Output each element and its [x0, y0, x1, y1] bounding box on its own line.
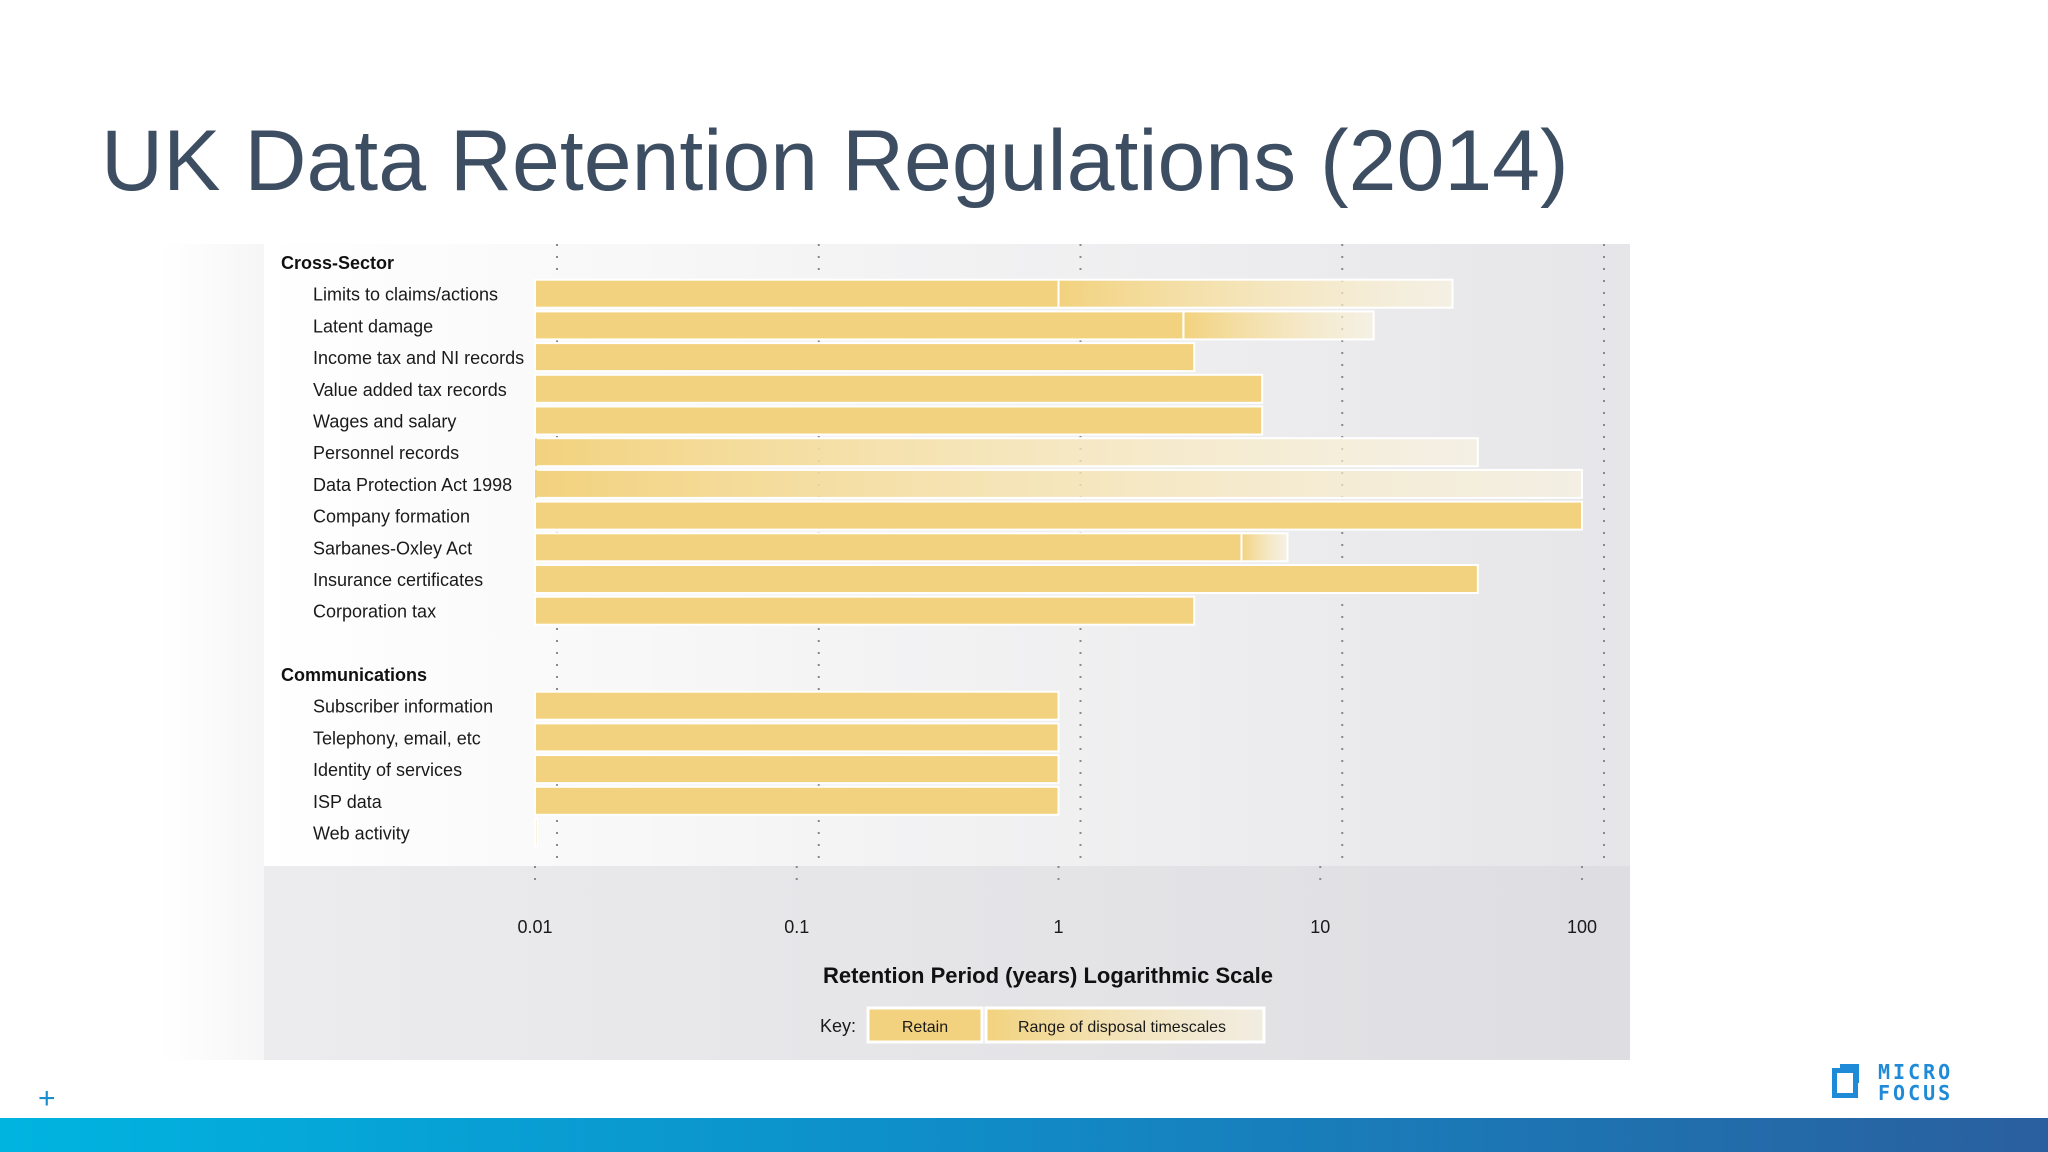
category-label: Data Protection Act 1998 [313, 475, 512, 495]
category-label: Value added tax records [313, 380, 507, 400]
axis-layer: 0.01 0.1 1 10 100 Retention Period (years) Lo… [517, 917, 1597, 988]
legend-swatch-range [984, 1006, 1266, 1044]
category-label: Telephony, email, etc [313, 728, 481, 748]
group-title: Cross-Sector [281, 253, 394, 273]
label-layer: Cross-Sector Limits to claims/actions Late… [281, 253, 524, 844]
category-label: Limits to claims/actions [313, 285, 498, 305]
retain-bar [534, 342, 1196, 373]
x-tick-label: 0.1 [784, 917, 809, 937]
logo-text: MICRO FOCUS [1878, 1062, 1953, 1104]
retain-bar [534, 310, 1185, 341]
logo-mark-icon [1832, 1064, 1859, 1098]
logo-line1: MICRO [1878, 1060, 1954, 1084]
range-bar [534, 468, 1583, 499]
retain-bar [534, 564, 1479, 594]
x-tick-label: 0.01 [517, 917, 552, 937]
legend-swatch-retain [866, 1006, 984, 1044]
chart-left-fade [160, 244, 264, 1060]
retain-bar [534, 754, 1060, 785]
x-axis-label: Retention Period (years) Logarithmic Sca… [823, 963, 1273, 988]
retain-bar [534, 500, 1583, 531]
category-label: Web activity [313, 824, 410, 844]
category-label: Corporation tax [313, 602, 436, 622]
retain-bar [535, 438, 537, 467]
category-label: Personnel records [313, 443, 459, 463]
slide-title: UK Data Retention Regulations (2014) [101, 113, 1569, 209]
plus-icon: + [38, 1082, 56, 1115]
retain-bar [534, 722, 1060, 753]
category-label: ISP data [313, 792, 383, 812]
grid-layer [534, 244, 1605, 890]
x-tick-label: 100 [1567, 917, 1597, 937]
retain-bar [534, 532, 1243, 563]
category-label: Company formation [313, 507, 470, 527]
retain-bar [534, 817, 539, 848]
category-label: Subscriber information [313, 697, 493, 717]
legend-layer: Key: Retain Range of disposal timescales [820, 1006, 1266, 1044]
logo-line2: FOCUS [1878, 1081, 1954, 1105]
retain-bar [534, 595, 1196, 626]
retain-bar [534, 690, 1060, 721]
legend-label-range: Range of disposal timescales [1018, 1019, 1226, 1036]
retain-bar [535, 469, 537, 498]
range-bar [1057, 278, 1454, 309]
x-tick-label: 1 [1053, 917, 1063, 937]
legend-title: Key: [820, 1016, 856, 1036]
footer-bar [0, 1118, 2048, 1152]
range-bar [1240, 532, 1289, 563]
category-label: Identity of services [313, 760, 462, 780]
bar-layer [534, 278, 1583, 848]
range-bar [1182, 310, 1375, 341]
group-title: Communications [281, 665, 427, 685]
category-label: Wages and salary [313, 412, 456, 432]
x-tick-label: 10 [1310, 917, 1330, 937]
category-label: Insurance certificates [313, 570, 483, 590]
retain-bar [534, 405, 1264, 436]
retain-bar [534, 373, 1264, 404]
retain-bar [534, 785, 1060, 816]
legend-label-retain: Retain [902, 1019, 948, 1036]
category-label: Sarbanes-Oxley Act [313, 538, 472, 558]
category-label: Latent damage [313, 316, 433, 336]
category-label: Income tax and NI records [313, 348, 524, 368]
range-bar [534, 437, 1479, 468]
retain-bar [534, 278, 1060, 309]
micro-focus-logo: MICRO FOCUS [1832, 1062, 1982, 1106]
